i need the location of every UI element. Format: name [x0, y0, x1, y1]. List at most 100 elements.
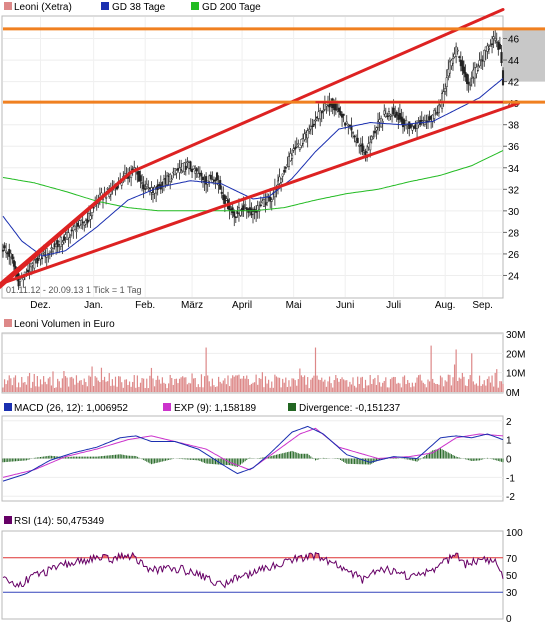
volume-bar — [77, 382, 79, 392]
legend-label-rsi: RSI (14): 50,475349 — [14, 516, 104, 527]
volume-bar — [233, 376, 235, 392]
volume-bar — [244, 378, 246, 392]
rsi-overbought-fill — [124, 555, 126, 558]
volume-bar — [491, 375, 493, 392]
volume-bar — [496, 369, 498, 392]
legend-label-divergence: Divergence: -0,151237 — [299, 403, 401, 414]
volume-bar — [86, 386, 88, 392]
volume-bar — [336, 378, 338, 392]
rsi-overbought-fill — [127, 554, 129, 558]
candle-body — [266, 196, 269, 203]
rsi-line — [2, 551, 504, 589]
macd-ytick-label: -2 — [506, 492, 515, 503]
volume-bar — [24, 381, 26, 392]
volume-bar — [238, 374, 240, 392]
volume-bar — [371, 383, 373, 392]
candle-body — [75, 230, 78, 232]
volume-bar — [147, 388, 149, 392]
volume-ytick-label: 20M — [506, 349, 525, 360]
legend-swatch-exp — [163, 403, 171, 411]
volume-bar — [493, 386, 495, 392]
month-label: Aug. — [435, 300, 456, 311]
candle-body — [12, 260, 15, 267]
volume-bar — [294, 380, 296, 392]
volume-bar — [447, 374, 449, 392]
volume-bar — [255, 374, 257, 392]
volume-bar — [471, 353, 473, 392]
candle-body — [284, 167, 287, 169]
candle-body — [420, 119, 423, 122]
volume-bar — [58, 381, 60, 392]
legend-label-leoni: Leoni (Xetra) — [14, 2, 72, 13]
volume-bar — [219, 381, 221, 392]
volume-bar — [116, 386, 118, 392]
legend-label-exp: EXP (9): 1,158189 — [174, 403, 257, 414]
volume-bar — [68, 386, 70, 392]
volume-bar — [5, 384, 7, 392]
candle-body — [195, 168, 198, 172]
candle-body — [323, 103, 326, 110]
volume-bar — [324, 379, 326, 392]
volume-bar — [382, 382, 384, 392]
candle-body — [391, 114, 394, 117]
volume-bar — [368, 385, 370, 392]
candle-body — [448, 61, 451, 74]
candle-body — [361, 143, 364, 153]
month-label: Sep. — [472, 300, 493, 311]
volume-bar — [474, 384, 476, 392]
volume-bar — [180, 377, 182, 392]
candle-body — [394, 114, 397, 118]
candle-body — [170, 178, 173, 181]
month-label: Jan. — [84, 300, 103, 311]
candle-body — [372, 136, 375, 139]
date-range-note: 01.11.12 - 20.09.13 1 Tick = 1 Tag — [6, 285, 142, 295]
volume-bar — [410, 387, 412, 392]
candle-body — [295, 146, 298, 148]
volume-bar — [96, 377, 98, 392]
volume-bar — [313, 375, 315, 392]
volume-bar — [111, 379, 113, 392]
candle-body — [500, 52, 503, 63]
volume-bar — [461, 372, 463, 392]
volume-bar — [146, 378, 148, 392]
volume-bar — [478, 375, 481, 392]
volume-bar — [453, 364, 456, 392]
volume-bar — [468, 379, 470, 392]
candle-body — [234, 216, 237, 219]
candle-body — [445, 77, 448, 87]
volume-bar — [502, 383, 504, 392]
volume-bar — [46, 384, 48, 392]
volume-bar — [243, 375, 245, 392]
candle-body — [462, 66, 465, 74]
candle-body — [342, 113, 345, 116]
price-ytick-label: 42 — [508, 78, 520, 89]
volume-bar — [357, 376, 359, 392]
volume-bar — [213, 385, 215, 392]
volume-panel — [1, 332, 504, 394]
volume-bar — [64, 376, 67, 392]
volume-bar — [449, 374, 451, 392]
price-legend: Leoni (Xetra) GD 38 Tage GD 200 Tage — [4, 2, 261, 13]
candle-body — [297, 143, 300, 146]
candle-body — [51, 248, 55, 253]
rsi-overbought-fill — [314, 552, 317, 558]
volume-bar — [30, 387, 32, 392]
volume-bar — [258, 378, 260, 392]
legend-swatch-rsi — [4, 516, 12, 524]
candle-body — [91, 212, 94, 217]
volume-bar — [193, 378, 195, 392]
volume-bar — [163, 382, 165, 392]
candle-body — [461, 60, 464, 72]
candle-body — [69, 235, 72, 238]
candle-body — [220, 191, 223, 194]
volume-bar — [374, 377, 376, 392]
macd-ytick-label: 1 — [506, 436, 512, 447]
candle-body — [478, 60, 481, 67]
volume-bar — [247, 379, 249, 392]
volume-plot: 0M 10M 20M 30M — [2, 330, 525, 399]
volume-bar — [343, 379, 345, 392]
volume-bar — [157, 375, 159, 392]
candle-body — [298, 147, 301, 150]
exp-line — [2, 427, 504, 478]
volume-bar — [60, 387, 62, 392]
